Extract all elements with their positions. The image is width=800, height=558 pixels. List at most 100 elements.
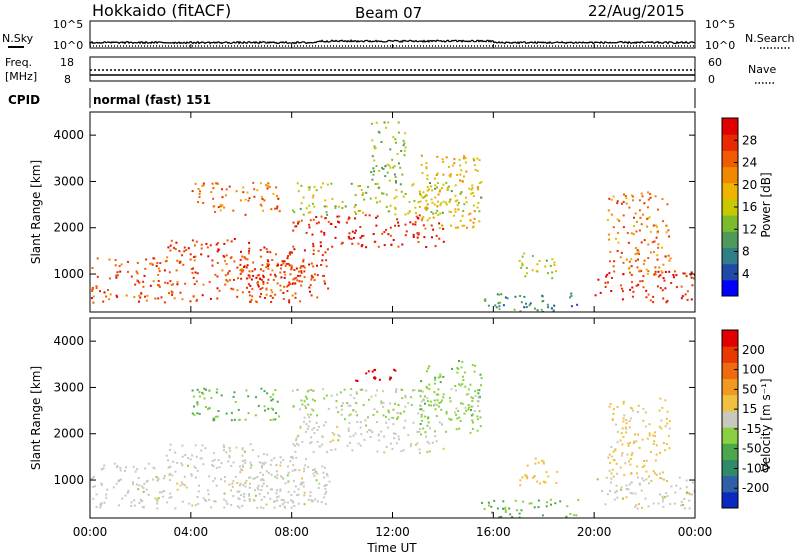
- power-cell: [419, 192, 421, 195]
- velocity-cell: [196, 469, 199, 472]
- power-cell: [202, 202, 205, 204]
- velocity-cell: [419, 405, 422, 408]
- power-cell: [373, 145, 376, 148]
- velocity-cell: [218, 466, 221, 469]
- velocity-cell: [322, 388, 325, 391]
- velocity-cell: [367, 398, 370, 401]
- velocity-cell: [387, 409, 390, 412]
- velocity-cell: [132, 483, 134, 486]
- velocity-cell: [520, 509, 523, 512]
- velocity-cell: [303, 491, 306, 494]
- velocity-cell: [436, 399, 439, 402]
- power-cell: [649, 230, 652, 233]
- velocity-cell: [123, 470, 126, 472]
- velocity-cell: [637, 433, 639, 436]
- power-cell: [471, 187, 474, 190]
- power-cell: [500, 293, 503, 296]
- power-cell: [360, 189, 363, 191]
- velocity-cell: [627, 444, 630, 447]
- velocity-cell: [470, 414, 473, 417]
- velocity-cell: [530, 502, 533, 505]
- power-cell: [388, 179, 391, 182]
- power-cell: [267, 267, 270, 270]
- power-cell: [160, 296, 163, 299]
- velocity-cell: [351, 449, 354, 452]
- velocity-cell: [237, 497, 240, 500]
- power-cell: [525, 267, 528, 269]
- power-cell: [418, 214, 421, 217]
- power-cell: [249, 300, 252, 303]
- power-cell: [389, 148, 392, 151]
- power-cell: [504, 296, 507, 299]
- power-cell: [383, 121, 386, 124]
- power-cell: [226, 280, 229, 283]
- velocity-cell: [396, 412, 399, 414]
- power-cell: [299, 267, 302, 269]
- velocity-cell: [191, 454, 194, 457]
- colorbar-swatch: [722, 394, 738, 412]
- power-cell: [294, 282, 297, 285]
- power-cell: [166, 282, 169, 285]
- velocity-cell: [434, 408, 437, 411]
- power-cell: [144, 267, 147, 270]
- power-cell: [312, 265, 315, 268]
- power-cell: [634, 253, 637, 256]
- power-cell: [404, 234, 407, 237]
- power-cell: [620, 284, 622, 287]
- power-cell: [432, 216, 435, 219]
- velocity-cell: [544, 481, 547, 484]
- power-cell: [392, 136, 395, 139]
- velocity-cell: [428, 404, 430, 407]
- power-cell: [237, 277, 239, 280]
- power-cell: [463, 224, 466, 227]
- colorbar-tick-label: -100: [742, 461, 769, 475]
- power-cell: [684, 293, 687, 296]
- velocity-cell: [616, 472, 619, 475]
- power-cell: [316, 274, 319, 277]
- velocity-cell: [673, 502, 676, 505]
- power-cell: [294, 296, 297, 299]
- power-cell: [459, 192, 462, 195]
- power-cell: [645, 289, 648, 292]
- velocity-cell: [163, 490, 166, 492]
- velocity-cell: [303, 503, 306, 506]
- power-cell: [372, 167, 375, 170]
- power-cell: [214, 182, 217, 185]
- velocity-cell: [612, 458, 615, 461]
- power-cell: [661, 246, 663, 249]
- power-cell: [271, 296, 274, 299]
- velocity-cell: [426, 424, 429, 427]
- velocity-cell: [241, 448, 244, 451]
- power-cell: [454, 200, 457, 203]
- velocity-cell: [504, 506, 507, 509]
- velocity-cell: [479, 416, 482, 419]
- velocity-cell: [652, 434, 655, 437]
- velocity-cell: [309, 494, 312, 497]
- power-cell: [217, 206, 220, 209]
- power-cell: [236, 289, 239, 292]
- velocity-cell: [625, 427, 628, 430]
- power-cell: [471, 192, 474, 194]
- velocity-cell: [322, 424, 325, 427]
- velocity-cell: [636, 465, 639, 468]
- power-cell: [414, 206, 417, 209]
- power-cell: [623, 193, 625, 196]
- velocity-cell: [153, 467, 156, 470]
- power-cell: [616, 202, 619, 205]
- power-cell: [654, 273, 657, 276]
- velocity-cell: [202, 497, 205, 500]
- velocity-cell: [374, 368, 377, 371]
- velocity-cell: [230, 419, 233, 422]
- velocity-cell: [626, 453, 629, 456]
- velocity-cell: [267, 471, 270, 474]
- power-cell: [167, 246, 170, 249]
- velocity-cell: [451, 367, 454, 370]
- power-cell: [280, 276, 283, 279]
- power-cell: [146, 294, 149, 297]
- power-cell: [607, 209, 610, 212]
- velocity-cell: [295, 437, 298, 440]
- velocity-cell: [294, 444, 297, 447]
- velocity-cell: [546, 501, 548, 504]
- velocity-cell: [661, 471, 664, 474]
- power-cell: [287, 255, 289, 258]
